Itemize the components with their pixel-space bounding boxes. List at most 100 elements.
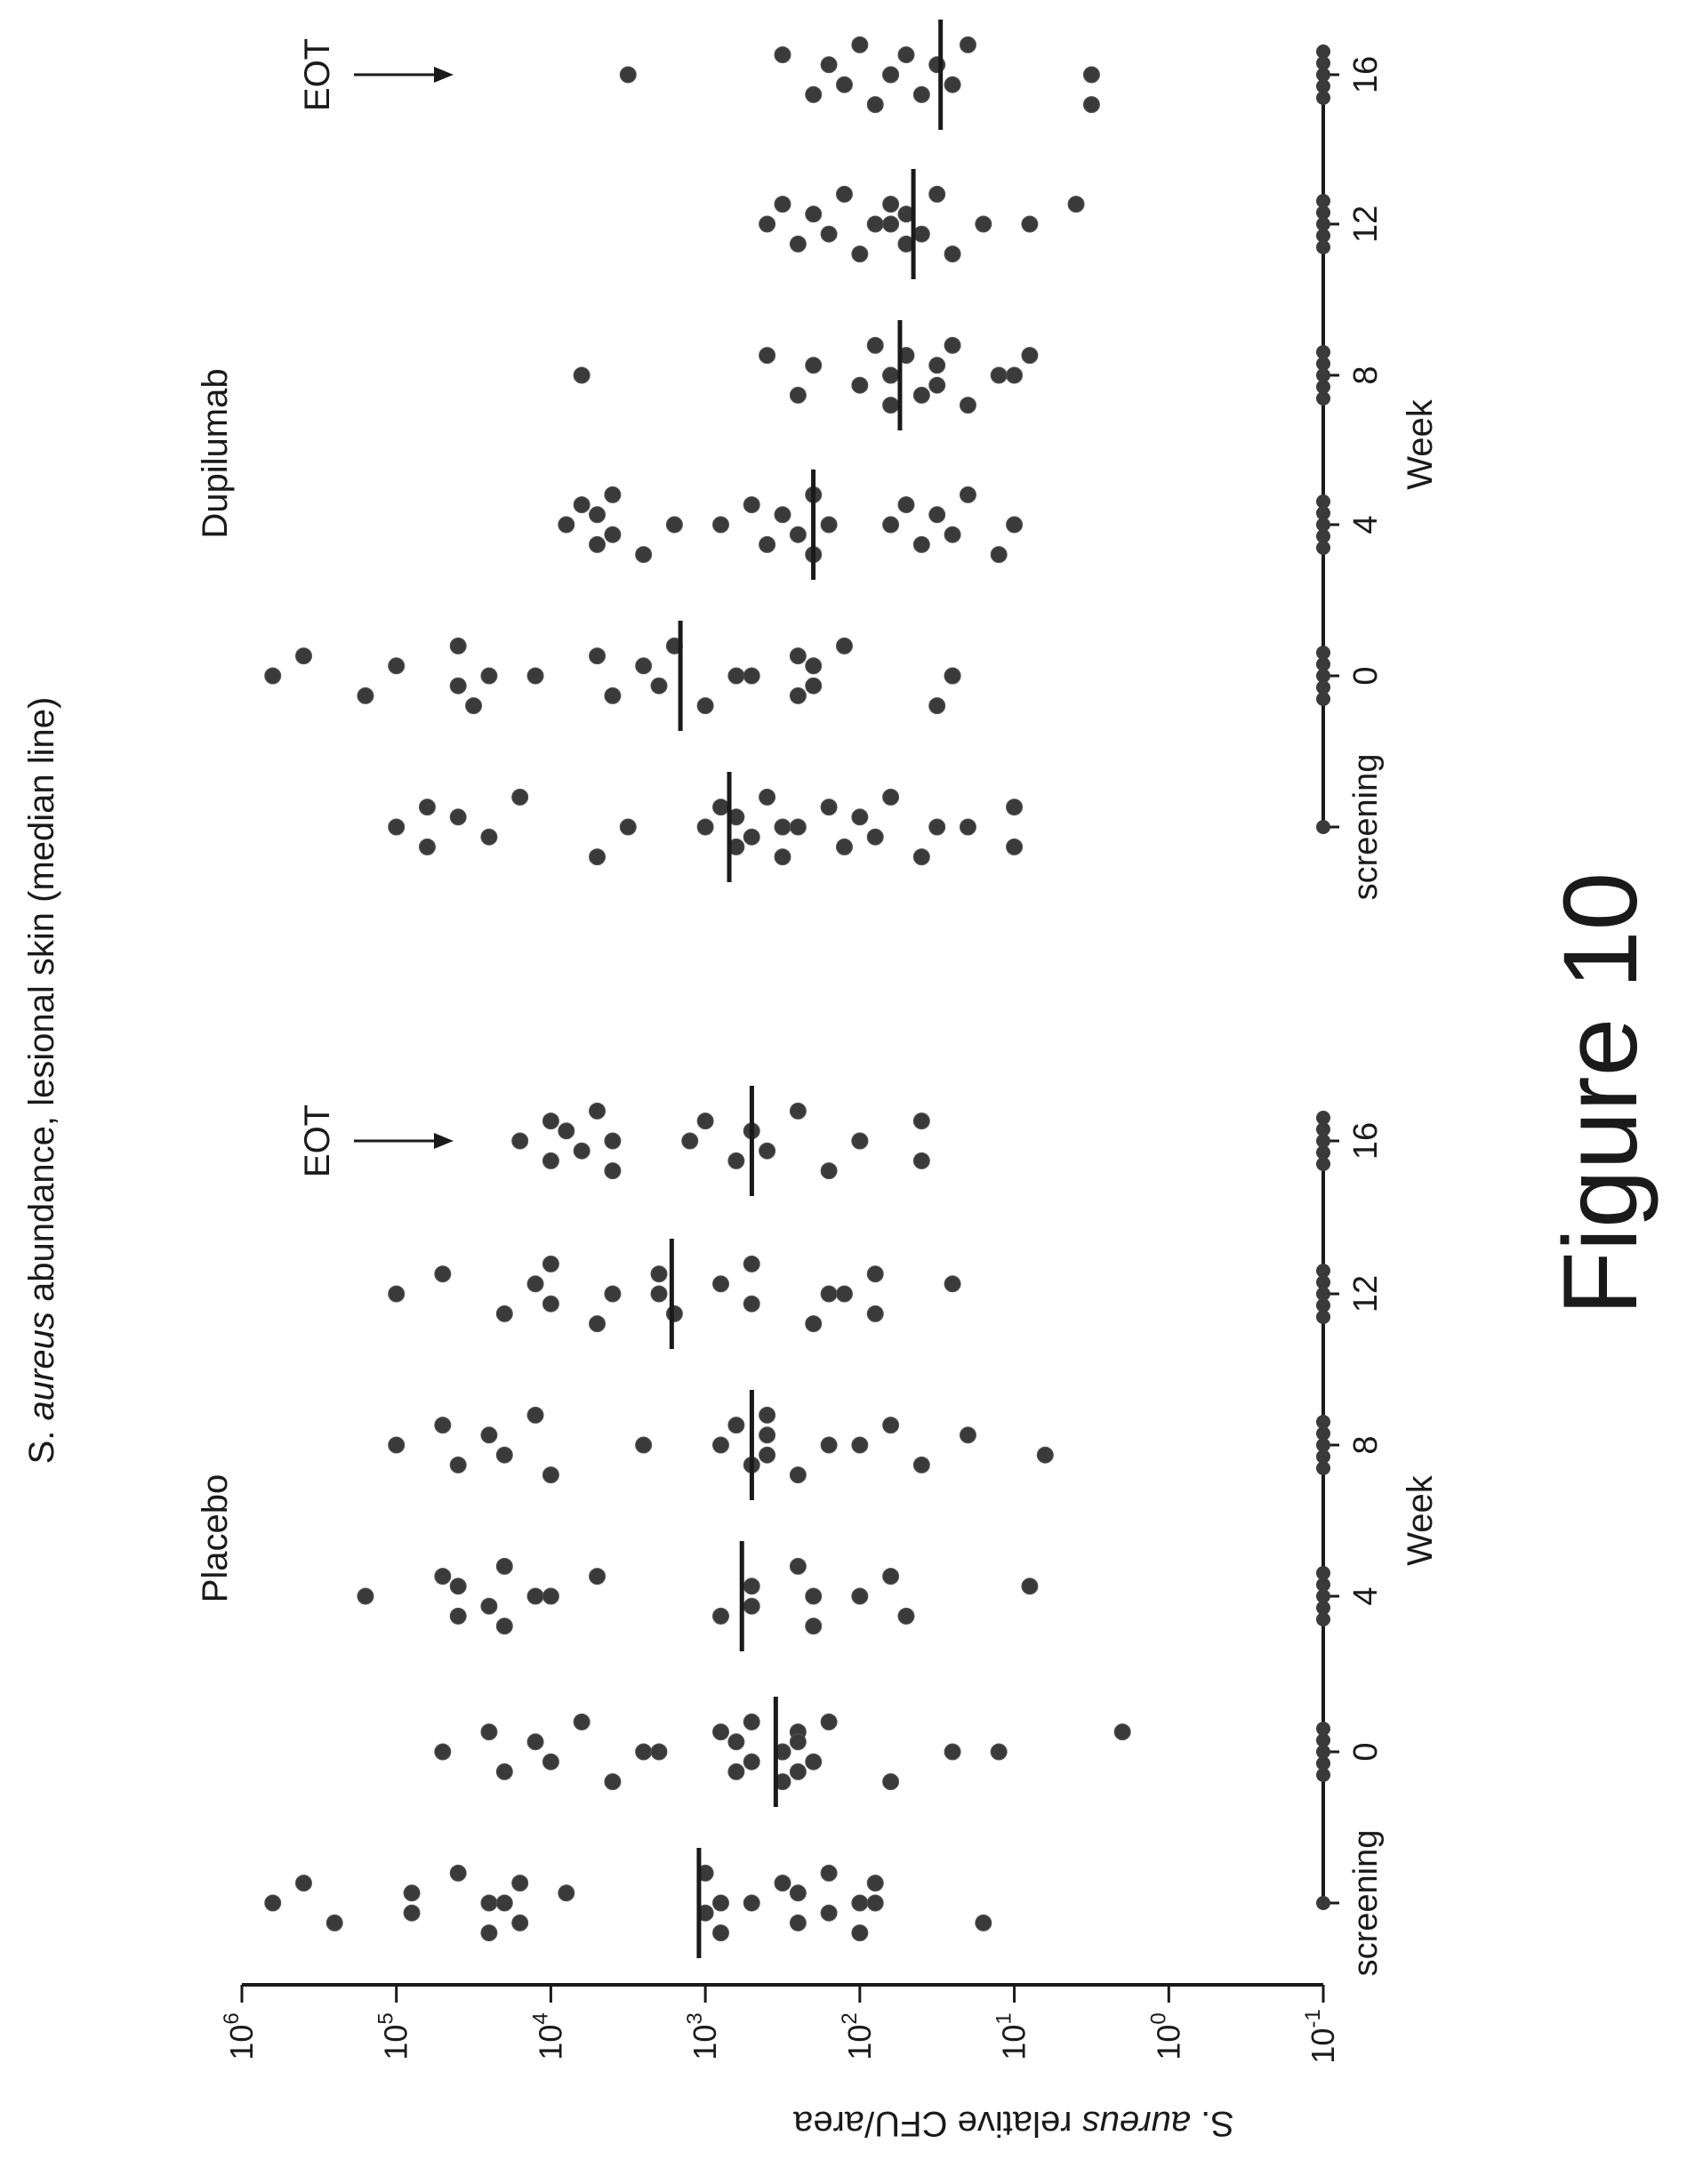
floor-point — [1316, 1461, 1330, 1475]
floor-point — [1316, 1287, 1330, 1301]
data-point — [743, 496, 760, 514]
data-point — [1006, 838, 1024, 855]
floor-point — [1316, 1768, 1330, 1782]
data-point — [418, 799, 436, 816]
data-point — [449, 808, 467, 826]
data-point — [403, 1904, 421, 1922]
data-point — [696, 818, 714, 836]
data-point — [403, 1884, 421, 1902]
data-point — [480, 1894, 498, 1912]
data-point — [912, 1456, 930, 1473]
data-point — [866, 828, 884, 846]
data-point — [526, 667, 544, 685]
floor-point — [1316, 1264, 1330, 1278]
data-point — [820, 225, 838, 243]
data-point — [449, 1578, 467, 1595]
data-point — [635, 546, 653, 564]
data-point — [542, 1112, 559, 1130]
floor-point — [1316, 1896, 1330, 1910]
data-point — [759, 535, 776, 553]
floor-point — [1316, 91, 1330, 105]
data-point — [912, 386, 930, 404]
data-point — [727, 1152, 745, 1169]
data-point — [805, 1587, 823, 1605]
x-tick-label: 4 — [1347, 515, 1385, 534]
data-point — [573, 366, 590, 384]
data-point — [619, 818, 637, 836]
data-point — [526, 1275, 544, 1293]
data-point — [774, 506, 791, 524]
data-point — [789, 1733, 807, 1751]
floor-point — [1316, 541, 1330, 555]
data-point — [434, 1743, 452, 1761]
data-point — [604, 1285, 622, 1303]
data-point — [975, 1914, 992, 1931]
data-point — [990, 546, 1008, 564]
data-point — [449, 677, 467, 695]
data-point — [526, 1733, 544, 1751]
data-point — [573, 1142, 590, 1160]
chart-title: S. aureus abundance, lesional skin (medi… — [22, 697, 61, 1465]
data-point — [851, 1924, 869, 1942]
data-point — [511, 788, 529, 806]
data-point — [851, 1132, 869, 1150]
floor-point — [1316, 1449, 1330, 1464]
data-point — [681, 1132, 699, 1150]
data-point — [1021, 347, 1039, 365]
data-point — [434, 1265, 452, 1283]
y-tick-base: 10 — [996, 2025, 1032, 2060]
data-point — [835, 76, 853, 93]
data-point — [589, 848, 606, 866]
data-point — [944, 336, 961, 354]
data-point — [1113, 1723, 1131, 1741]
data-point — [619, 66, 637, 84]
y-tick-label: 10-1 — [1301, 2009, 1341, 2063]
x-tick-label: 16 — [1347, 56, 1385, 93]
data-point — [449, 1607, 467, 1625]
data-point — [835, 637, 853, 654]
y-tick-base: 10 — [1150, 2025, 1186, 2060]
data-point — [712, 1275, 730, 1293]
data-point — [650, 1743, 668, 1761]
data-point — [388, 1436, 406, 1454]
floor-point — [1316, 368, 1330, 382]
floor-point — [1316, 669, 1330, 683]
data-point — [774, 818, 791, 836]
floor-point — [1316, 680, 1330, 695]
x-tick-label: 0 — [1347, 666, 1385, 685]
floor-point — [1316, 217, 1330, 231]
data-point — [495, 1894, 513, 1912]
data-point — [712, 1607, 730, 1625]
data-point — [805, 357, 823, 374]
data-point — [589, 1315, 606, 1333]
data-point — [449, 1864, 467, 1882]
data-point — [495, 1305, 513, 1322]
data-point — [542, 1587, 559, 1605]
data-point — [542, 1152, 559, 1169]
data-point — [712, 1723, 730, 1741]
data-point — [589, 1568, 606, 1586]
floor-point — [1316, 229, 1330, 243]
data-point — [604, 486, 622, 503]
data-point — [928, 376, 946, 394]
data-point — [294, 647, 312, 665]
data-point — [897, 496, 915, 514]
data-point — [912, 85, 930, 103]
data-point — [712, 1894, 730, 1912]
floor-point — [1316, 1745, 1330, 1759]
data-point — [727, 1762, 745, 1780]
data-point — [743, 1713, 760, 1730]
eot-arrow-head — [434, 1133, 454, 1149]
data-point — [480, 828, 498, 846]
floor-point — [1316, 1438, 1330, 1452]
data-point — [604, 1773, 622, 1791]
floor-point — [1316, 1111, 1330, 1125]
floor-point — [1316, 1415, 1330, 1429]
data-point — [789, 687, 807, 704]
data-point — [604, 526, 622, 543]
data-point — [511, 1132, 529, 1150]
x-tick-label: screening — [1347, 1830, 1385, 1977]
data-point — [866, 1265, 884, 1283]
data-point — [851, 1587, 869, 1605]
data-point — [851, 245, 869, 263]
